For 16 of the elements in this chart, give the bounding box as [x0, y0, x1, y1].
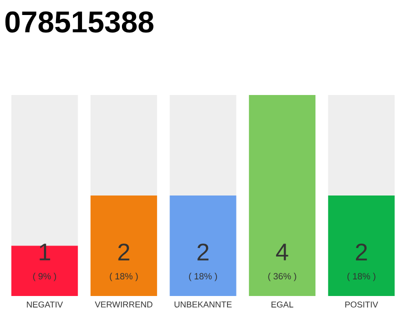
x-tick-label: UNBEKANNTE	[174, 302, 232, 308]
x-tick-label: POSITIV	[345, 302, 378, 308]
data-label: 4	[276, 244, 288, 260]
data-label: 2	[198, 244, 208, 260]
annotation: ( 18% )	[110, 272, 138, 282]
annotation: ( 36% )	[268, 272, 296, 282]
x-tick-label: VERWIRREND	[94, 302, 152, 308]
data-label: 2	[356, 244, 367, 260]
x-tick-label: NEGATIV	[26, 302, 63, 308]
x-tick-label: EGAL	[272, 302, 294, 308]
annotation: ( 9% )	[33, 272, 56, 282]
annotation: ( 18% )	[189, 272, 217, 282]
chart-title: 078515388	[5, 11, 154, 33]
annotation: ( 18% )	[347, 272, 376, 282]
data-label: 1	[40, 244, 50, 260]
data-label: 2	[118, 244, 130, 260]
